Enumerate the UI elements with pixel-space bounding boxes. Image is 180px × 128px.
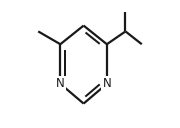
Text: N: N (56, 77, 65, 90)
Text: N: N (102, 77, 111, 90)
